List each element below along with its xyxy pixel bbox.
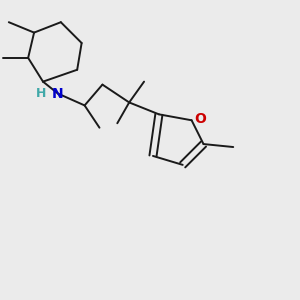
Text: H: H [36, 87, 47, 100]
Text: N: N [52, 86, 64, 100]
Text: O: O [194, 112, 206, 126]
